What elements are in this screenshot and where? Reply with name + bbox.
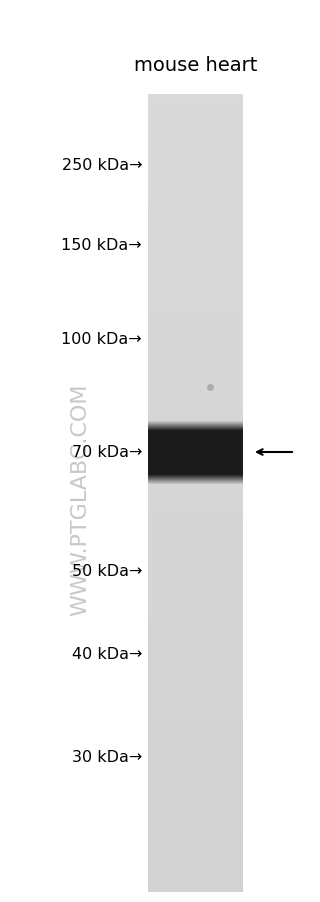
Text: 70 kDa→: 70 kDa→ [72, 445, 142, 460]
Text: 30 kDa→: 30 kDa→ [72, 750, 142, 765]
Text: mouse heart: mouse heart [134, 56, 257, 75]
Text: WWW.PTGLABC.COM: WWW.PTGLABC.COM [70, 383, 90, 615]
Text: 150 kDa→: 150 kDa→ [61, 238, 142, 253]
Text: 250 kDa→: 250 kDa→ [61, 159, 142, 173]
Text: 100 kDa→: 100 kDa→ [61, 332, 142, 347]
Text: 50 kDa→: 50 kDa→ [72, 564, 142, 579]
Text: 40 kDa→: 40 kDa→ [72, 647, 142, 662]
Point [207, 381, 212, 395]
